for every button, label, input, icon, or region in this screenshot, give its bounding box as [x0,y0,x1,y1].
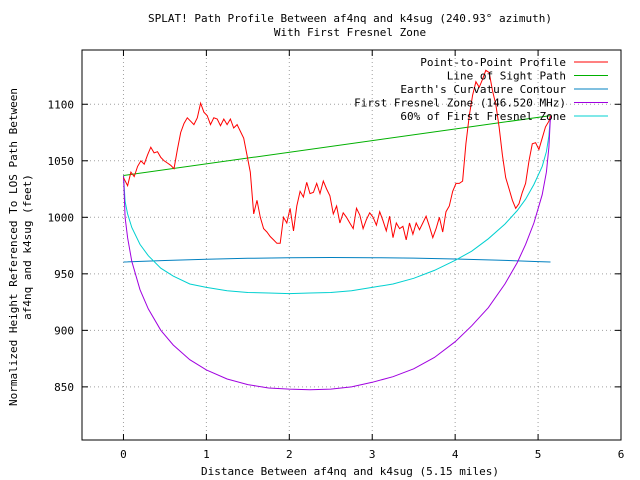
x-tick-label: 0 [120,448,127,461]
legend-label: Earth's Curvature Contour [400,83,566,96]
y-tick-label: 950 [54,268,74,281]
x-tick-label: 3 [369,448,376,461]
series-lines [123,69,551,391]
y-tick-label: 850 [54,381,74,394]
y-tick-label: 1100 [48,98,75,111]
chart-title-line-1: SPLAT! Path Profile Between af4nq and k4… [148,12,552,25]
y-axis-label-line-2: af4nq and k4sug (feet) [21,174,34,320]
y-tick-label: 900 [54,324,74,337]
x-tick-label: 5 [535,448,542,461]
x-tick-label: 4 [452,448,459,461]
x-tick-label: 1 [203,448,210,461]
legend-label: 60% of First Fresnel Zone [400,110,566,123]
x-tick-label: 2 [286,448,293,461]
legend-label: Point-to-Point Profile [420,56,566,69]
y-tick-label: 1000 [48,211,75,224]
legend-label: Line of Sight Path [447,70,566,83]
series-line-3 [123,115,551,391]
series-line-0 [123,69,551,244]
chart-title-line-2: With First Fresnel Zone [274,26,426,39]
plot-frame [81,49,622,441]
y-axis-label-line-1: Normalized Height Referenced To LOS Path… [7,88,20,406]
series-line-1 [123,115,551,176]
y-tick-label: 1050 [48,155,75,168]
series-line-4 [123,115,551,295]
x-axis-label: Distance Between af4nq and k4sug (5.15 m… [201,465,499,478]
legend-label: First Fresnel Zone (146.520 MHz) [354,97,566,110]
x-tick-label: 6 [618,448,625,461]
series-line-2 [123,256,551,263]
tick-labels: 0 1 2 3 4 5 6 850 900 950 1000 1050 1100 [48,50,625,461]
